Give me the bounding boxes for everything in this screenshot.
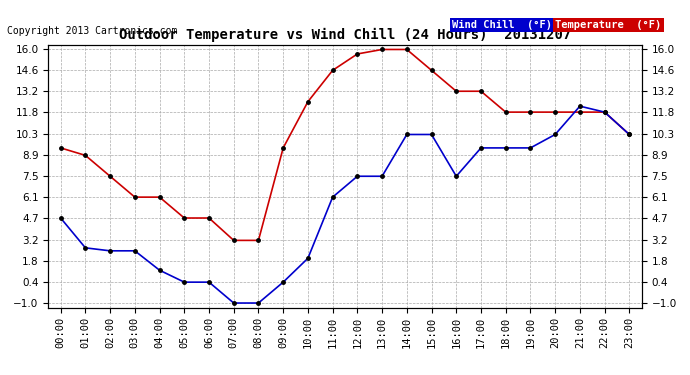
Title: Outdoor Temperature vs Wind Chill (24 Hours)  20131207: Outdoor Temperature vs Wind Chill (24 Ho… (119, 28, 571, 42)
Text: Wind Chill  (°F): Wind Chill (°F) (452, 20, 552, 30)
Text: Temperature  (°F): Temperature (°F) (555, 20, 662, 30)
Text: Copyright 2013 Cartronics.com: Copyright 2013 Cartronics.com (7, 26, 177, 36)
